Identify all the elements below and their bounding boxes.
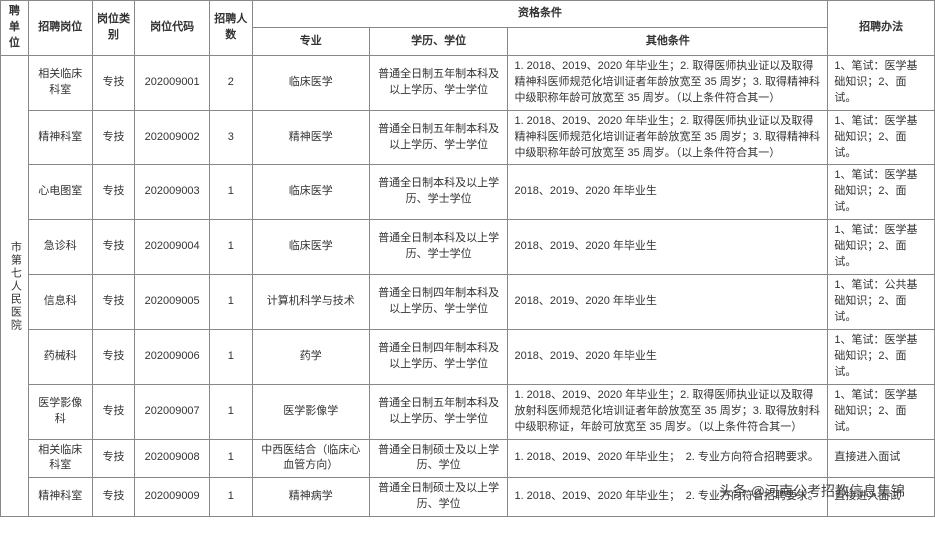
code-cell: 202009009 bbox=[135, 478, 210, 517]
post-cell: 相关临床科室 bbox=[28, 55, 92, 110]
table-row: 信息科专技2020090051计算机科学与技术普通全日制四年制本科及以上学历、学… bbox=[1, 275, 935, 330]
other-cell: 1. 2018、2019、2020 年毕业生；2. 取得医师执业证以及取得放射科… bbox=[508, 384, 828, 439]
count-cell: 1 bbox=[209, 478, 252, 517]
recruitment-table: 聘单位 招聘岗位 岗位类别 岗位代码 招聘人数 资格条件 招聘办法 专业 学历、… bbox=[0, 0, 935, 517]
method-cell: 1、笔试：医学基础知识；2、面试。 bbox=[828, 110, 935, 165]
edu-cell: 普通全日制本科及以上学历、学士学位 bbox=[369, 220, 508, 275]
code-cell: 202009004 bbox=[135, 220, 210, 275]
method-cell: 直接进入面试 bbox=[828, 478, 935, 517]
other-cell: 2018、2019、2020 年毕业生 bbox=[508, 165, 828, 220]
table-row: 医学影像科专技2020090071医学影像学普通全日制五年制本科及以上学历、学士… bbox=[1, 384, 935, 439]
unit-cell: 市第七人民医院 bbox=[1, 55, 29, 516]
count-cell: 1 bbox=[209, 329, 252, 384]
method-cell: 直接进入面试 bbox=[828, 439, 935, 478]
count-cell: 1 bbox=[209, 275, 252, 330]
hdr-code: 岗位代码 bbox=[135, 1, 210, 56]
method-cell: 1、笔试：医学基础知识；2、面试。 bbox=[828, 55, 935, 110]
category-cell: 专技 bbox=[92, 110, 135, 165]
major-cell: 精神病学 bbox=[252, 478, 369, 517]
post-cell: 相关临床科室 bbox=[28, 439, 92, 478]
other-cell: 1. 2018、2019、2020 年毕业生；2. 取得医师执业证以及取得精神科… bbox=[508, 55, 828, 110]
major-cell: 精神医学 bbox=[252, 110, 369, 165]
edu-cell: 普通全日制硕士及以上学历、学位 bbox=[369, 439, 508, 478]
table-row: 急诊科专技2020090041临床医学普通全日制本科及以上学历、学士学位2018… bbox=[1, 220, 935, 275]
post-cell: 精神科室 bbox=[28, 110, 92, 165]
method-cell: 1、笔试：医学基础知识；2、面试。 bbox=[828, 329, 935, 384]
count-cell: 3 bbox=[209, 110, 252, 165]
other-cell: 1. 2018、2019、2020 年毕业生； 2. 专业方向符合招聘要求。 bbox=[508, 478, 828, 517]
edu-cell: 普通全日制五年制本科及以上学历、学士学位 bbox=[369, 384, 508, 439]
post-cell: 心电图室 bbox=[28, 165, 92, 220]
hdr-edu: 学历、学位 bbox=[369, 28, 508, 55]
count-cell: 1 bbox=[209, 384, 252, 439]
hdr-category: 岗位类别 bbox=[92, 1, 135, 56]
code-cell: 202009003 bbox=[135, 165, 210, 220]
table-header: 聘单位 招聘岗位 岗位类别 岗位代码 招聘人数 资格条件 招聘办法 专业 学历、… bbox=[1, 1, 935, 56]
code-cell: 202009007 bbox=[135, 384, 210, 439]
table-row: 药械科专技2020090061药学普通全日制四年制本科及以上学历、学士学位201… bbox=[1, 329, 935, 384]
major-cell: 中西医结合（临床心血管方向） bbox=[252, 439, 369, 478]
hdr-unit: 聘单位 bbox=[1, 1, 29, 56]
other-cell: 1. 2018、2019、2020 年毕业生； 2. 专业方向符合招聘要求。 bbox=[508, 439, 828, 478]
edu-cell: 普通全日制四年制本科及以上学历、学士学位 bbox=[369, 329, 508, 384]
other-cell: 1. 2018、2019、2020 年毕业生；2. 取得医师执业证以及取得精神科… bbox=[508, 110, 828, 165]
table-row: 精神科室专技2020090091精神病学普通全日制硕士及以上学历、学位1. 20… bbox=[1, 478, 935, 517]
table-row: 精神科室专技2020090023精神医学普通全日制五年制本科及以上学历、学士学位… bbox=[1, 110, 935, 165]
count-cell: 1 bbox=[209, 439, 252, 478]
category-cell: 专技 bbox=[92, 55, 135, 110]
post-cell: 医学影像科 bbox=[28, 384, 92, 439]
other-cell: 2018、2019、2020 年毕业生 bbox=[508, 275, 828, 330]
edu-cell: 普通全日制五年制本科及以上学历、学士学位 bbox=[369, 55, 508, 110]
code-cell: 202009008 bbox=[135, 439, 210, 478]
edu-cell: 普通全日制本科及以上学历、学士学位 bbox=[369, 165, 508, 220]
hdr-major: 专业 bbox=[252, 28, 369, 55]
edu-cell: 普通全日制硕士及以上学历、学位 bbox=[369, 478, 508, 517]
hdr-post: 招聘岗位 bbox=[28, 1, 92, 56]
post-cell: 信息科 bbox=[28, 275, 92, 330]
count-cell: 1 bbox=[209, 165, 252, 220]
method-cell: 1、笔试：公共基础知识；2、面试。 bbox=[828, 275, 935, 330]
category-cell: 专技 bbox=[92, 275, 135, 330]
hdr-count: 招聘人数 bbox=[209, 1, 252, 56]
table-row: 市第七人民医院相关临床科室专技2020090012临床医学普通全日制五年制本科及… bbox=[1, 55, 935, 110]
method-cell: 1、笔试：医学基础知识；2、面试。 bbox=[828, 165, 935, 220]
hdr-other: 其他条件 bbox=[508, 28, 828, 55]
code-cell: 202009005 bbox=[135, 275, 210, 330]
major-cell: 药学 bbox=[252, 329, 369, 384]
edu-cell: 普通全日制五年制本科及以上学历、学士学位 bbox=[369, 110, 508, 165]
count-cell: 2 bbox=[209, 55, 252, 110]
code-cell: 202009006 bbox=[135, 329, 210, 384]
table-body: 市第七人民医院相关临床科室专技2020090012临床医学普通全日制五年制本科及… bbox=[1, 55, 935, 516]
category-cell: 专技 bbox=[92, 384, 135, 439]
category-cell: 专技 bbox=[92, 329, 135, 384]
post-cell: 精神科室 bbox=[28, 478, 92, 517]
category-cell: 专技 bbox=[92, 220, 135, 275]
other-cell: 2018、2019、2020 年毕业生 bbox=[508, 329, 828, 384]
method-cell: 1、笔试：医学基础知识；2、面试。 bbox=[828, 384, 935, 439]
major-cell: 计算机科学与技术 bbox=[252, 275, 369, 330]
edu-cell: 普通全日制四年制本科及以上学历、学士学位 bbox=[369, 275, 508, 330]
hdr-quals-group: 资格条件 bbox=[252, 1, 828, 28]
code-cell: 202009001 bbox=[135, 55, 210, 110]
major-cell: 医学影像学 bbox=[252, 384, 369, 439]
category-cell: 专技 bbox=[92, 478, 135, 517]
method-cell: 1、笔试：医学基础知识；2、面试。 bbox=[828, 220, 935, 275]
major-cell: 临床医学 bbox=[252, 165, 369, 220]
major-cell: 临床医学 bbox=[252, 55, 369, 110]
other-cell: 2018、2019、2020 年毕业生 bbox=[508, 220, 828, 275]
category-cell: 专技 bbox=[92, 439, 135, 478]
hdr-method: 招聘办法 bbox=[828, 1, 935, 56]
table-row: 相关临床科室专技2020090081中西医结合（临床心血管方向）普通全日制硕士及… bbox=[1, 439, 935, 478]
table-row: 心电图室专技2020090031临床医学普通全日制本科及以上学历、学士学位201… bbox=[1, 165, 935, 220]
major-cell: 临床医学 bbox=[252, 220, 369, 275]
post-cell: 药械科 bbox=[28, 329, 92, 384]
count-cell: 1 bbox=[209, 220, 252, 275]
post-cell: 急诊科 bbox=[28, 220, 92, 275]
category-cell: 专技 bbox=[92, 165, 135, 220]
code-cell: 202009002 bbox=[135, 110, 210, 165]
